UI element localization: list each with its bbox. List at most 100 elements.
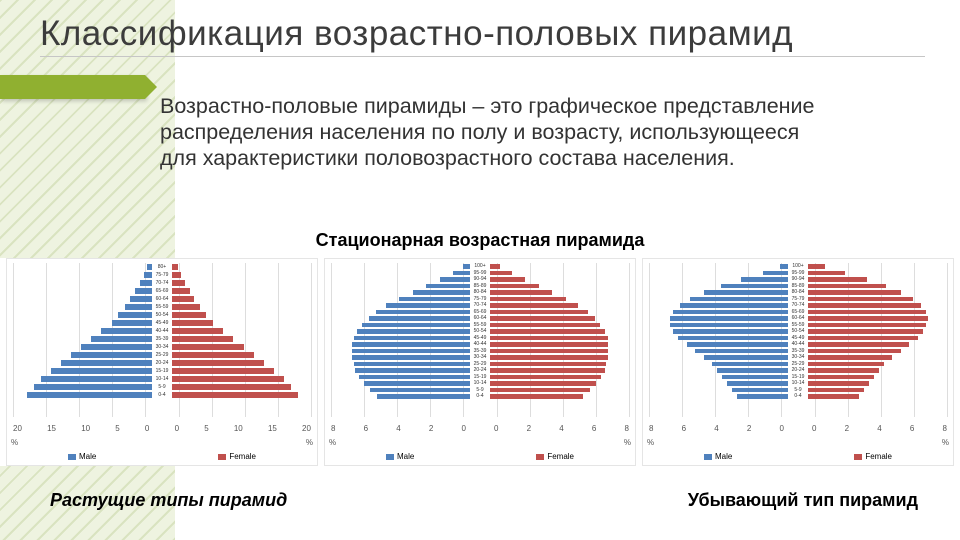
age-label: 80-84 bbox=[470, 289, 490, 295]
female-bar bbox=[490, 342, 608, 347]
x-tick: 10 bbox=[81, 424, 90, 433]
age-label: 100+ bbox=[470, 263, 490, 269]
description-text: Возрастно-половые пирамиды – это графиче… bbox=[160, 93, 840, 172]
female-bar bbox=[808, 303, 921, 308]
female-bar bbox=[808, 264, 825, 269]
x-tick: 0 bbox=[812, 424, 816, 433]
x-tick: 0 bbox=[175, 424, 179, 433]
age-label: 70-74 bbox=[788, 302, 808, 308]
male-bar bbox=[357, 329, 470, 334]
female-bar bbox=[490, 362, 606, 367]
male-bar bbox=[370, 388, 470, 393]
x-tick: 4 bbox=[559, 424, 563, 433]
pyramid-charts-row: 80+75-7970-7465-6960-6455-5950-5445-4940… bbox=[0, 258, 960, 466]
x-tick: 20 bbox=[13, 424, 22, 433]
male-bar bbox=[140, 280, 152, 286]
x-tick: 0 bbox=[494, 424, 498, 433]
male-bar bbox=[376, 310, 471, 315]
female-bar bbox=[490, 388, 590, 393]
male-bar bbox=[687, 342, 788, 347]
male-bar bbox=[704, 355, 788, 360]
female-bar bbox=[808, 297, 913, 302]
male-bar bbox=[695, 349, 788, 354]
female-bar bbox=[490, 394, 583, 399]
pyramid-bars: 100+95-9990-9485-8980-8475-7970-7465-696… bbox=[325, 263, 635, 408]
male-bar bbox=[780, 264, 788, 269]
x-tick: 15 bbox=[268, 424, 277, 433]
x-tick: 6 bbox=[910, 424, 914, 433]
female-bar bbox=[490, 323, 600, 328]
female-bar bbox=[172, 272, 181, 278]
age-label: 5-9 bbox=[470, 387, 490, 393]
age-label: 45-49 bbox=[788, 335, 808, 341]
age-label: 15-19 bbox=[152, 368, 172, 374]
age-label: 80+ bbox=[152, 264, 172, 270]
male-bar bbox=[355, 368, 470, 373]
male-bar bbox=[71, 352, 152, 358]
caption-declining: Убывающий тип пирамид bbox=[688, 490, 918, 511]
female-bar bbox=[490, 277, 525, 282]
female-bar bbox=[490, 329, 605, 334]
age-label: 0-4 bbox=[788, 393, 808, 399]
male-bar bbox=[732, 388, 788, 393]
legend: MaleFemale bbox=[325, 452, 635, 461]
male-bar bbox=[354, 336, 470, 341]
caption-growing: Растущие типы пирамид bbox=[50, 490, 287, 511]
female-bar bbox=[172, 288, 190, 294]
male-bar bbox=[426, 284, 470, 289]
legend-male: Male bbox=[704, 452, 732, 461]
age-label: 95-99 bbox=[470, 270, 490, 276]
female-bar bbox=[490, 297, 566, 302]
female-bar bbox=[490, 290, 552, 295]
x-tick: 6 bbox=[364, 424, 368, 433]
pyramid-bars: 100+95-9990-9485-8980-8475-7970-7465-696… bbox=[643, 263, 953, 408]
x-tick: 8 bbox=[624, 424, 628, 433]
age-label: 55-59 bbox=[152, 304, 172, 310]
male-bar bbox=[670, 316, 788, 321]
male-bar bbox=[352, 355, 470, 360]
legend-female: Female bbox=[854, 452, 892, 461]
female-bar bbox=[808, 375, 874, 380]
female-bar bbox=[808, 277, 867, 282]
legend: Male Female bbox=[643, 452, 953, 461]
male-bar bbox=[463, 264, 470, 269]
male-bar bbox=[81, 344, 152, 350]
age-label: 45-49 bbox=[152, 320, 172, 326]
male-bar bbox=[352, 342, 470, 347]
female-bar bbox=[808, 310, 926, 315]
age-label: 0-4 bbox=[152, 392, 172, 398]
female-bar bbox=[808, 362, 884, 367]
x-tick: 8 bbox=[942, 424, 946, 433]
male-bar bbox=[352, 349, 470, 354]
age-label: 55-59 bbox=[788, 322, 808, 328]
female-bar bbox=[172, 328, 223, 334]
age-label: 85-89 bbox=[470, 283, 490, 289]
female-bar bbox=[490, 303, 578, 308]
male-bar bbox=[51, 368, 152, 374]
x-tick: 6 bbox=[682, 424, 686, 433]
female-bar bbox=[808, 388, 864, 393]
age-label: 90-94 bbox=[788, 276, 808, 282]
legend: MaleFemale bbox=[7, 452, 317, 461]
female-bar bbox=[808, 290, 901, 295]
male-bar bbox=[41, 376, 152, 382]
age-label: 40-44 bbox=[152, 328, 172, 334]
male-bar bbox=[362, 323, 470, 328]
female-bar bbox=[490, 310, 588, 315]
male-bar bbox=[91, 336, 152, 342]
male-bar bbox=[359, 375, 470, 380]
x-tick: 0 bbox=[461, 424, 465, 433]
female-bar bbox=[172, 336, 233, 342]
age-label: 35-39 bbox=[470, 348, 490, 354]
x-tick: 2 bbox=[527, 424, 531, 433]
age-label: 50-54 bbox=[788, 328, 808, 334]
male-bar bbox=[712, 362, 788, 367]
male-bar bbox=[369, 316, 470, 321]
age-label: 0-4 bbox=[470, 393, 490, 399]
male-bar bbox=[717, 368, 788, 373]
age-label: 40-44 bbox=[470, 341, 490, 347]
legend-female: Female bbox=[536, 452, 574, 461]
subtitle-stationary: Стационарная возрастная пирамида bbox=[0, 230, 960, 251]
age-label: 90-94 bbox=[470, 276, 490, 282]
legend-female: Female bbox=[218, 452, 256, 461]
